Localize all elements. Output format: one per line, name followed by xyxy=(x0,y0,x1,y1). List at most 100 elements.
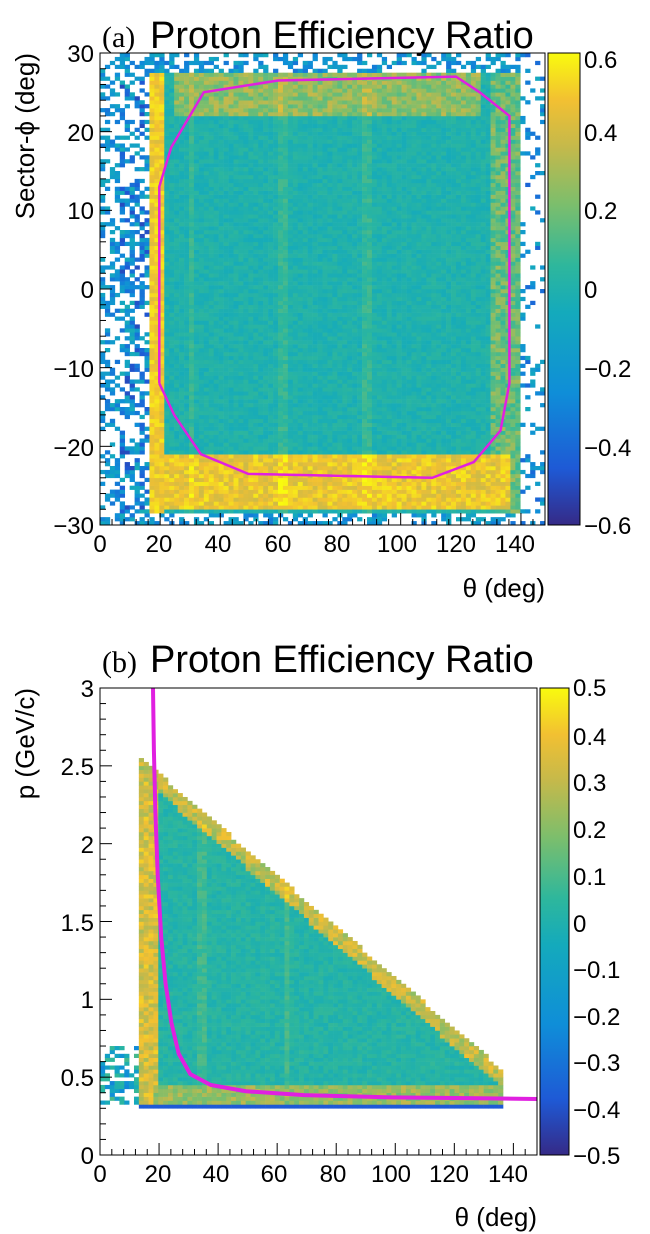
heat-cell xyxy=(189,174,195,180)
heat-cell xyxy=(243,340,249,345)
heat-cell xyxy=(312,300,318,306)
heat-cell xyxy=(218,316,224,321)
heat-cell xyxy=(189,509,195,514)
heat-cell xyxy=(253,80,259,85)
heat-cell xyxy=(154,84,160,89)
heat-cell xyxy=(263,410,269,416)
heat-cell xyxy=(243,273,249,278)
heat-cell xyxy=(100,454,106,459)
heat-cell xyxy=(193,202,200,207)
heat-cell xyxy=(233,190,239,195)
heat-cell xyxy=(203,127,210,132)
heat-cell xyxy=(258,359,264,365)
heat-cell xyxy=(174,509,180,514)
heat-cell xyxy=(292,348,299,353)
heat-cell xyxy=(164,517,170,522)
heat-cell xyxy=(228,119,234,125)
heat-cell xyxy=(307,194,313,199)
heat-cell xyxy=(179,233,185,239)
heat-cell xyxy=(248,501,254,506)
heat-cell xyxy=(268,214,274,219)
heat-cell xyxy=(198,359,205,365)
heat-cell xyxy=(228,190,234,195)
heat-cell xyxy=(322,72,328,77)
heat-cell xyxy=(174,407,180,412)
heat-cell xyxy=(238,316,244,321)
heat-cell xyxy=(253,159,259,164)
heat-cell xyxy=(129,316,135,321)
heat-cell xyxy=(312,84,318,89)
heat-cell xyxy=(312,56,318,62)
heat-cell xyxy=(124,363,130,368)
heat-cell xyxy=(203,363,210,368)
heat-cell xyxy=(208,202,215,207)
heat-cell xyxy=(119,269,126,274)
heat-cell xyxy=(189,351,195,357)
heat-cell xyxy=(119,60,126,66)
heat-cell xyxy=(233,100,239,105)
heat-cell xyxy=(243,438,249,443)
heat-cell xyxy=(213,72,219,77)
heat-cell xyxy=(243,517,249,522)
heat-cell xyxy=(263,466,269,471)
heat-cell xyxy=(193,399,200,404)
heat-cell xyxy=(179,139,185,144)
heat-cell xyxy=(213,257,219,262)
heat-cell xyxy=(223,450,229,455)
heat-cell xyxy=(317,257,323,262)
heat-cell xyxy=(159,497,165,502)
heat-cell xyxy=(228,340,234,345)
heat-cell xyxy=(307,410,313,416)
heat-cell xyxy=(164,403,170,408)
heat-cell xyxy=(302,517,308,522)
heat-cell xyxy=(189,261,195,266)
heat-cell xyxy=(169,348,175,353)
heat-cell xyxy=(238,139,244,144)
heat-cell xyxy=(189,198,195,203)
heat-cell xyxy=(169,351,175,357)
heat-cell xyxy=(228,104,234,109)
heat-cell xyxy=(139,108,145,113)
heat-cell xyxy=(189,387,195,392)
heat-cell xyxy=(179,324,185,329)
heat-cell xyxy=(297,434,304,439)
heat-cell xyxy=(297,257,304,262)
heat-cell xyxy=(179,395,185,400)
heat-cell xyxy=(119,316,126,321)
heat-cell xyxy=(149,60,155,66)
heat-cell xyxy=(109,407,116,412)
heat-cell xyxy=(268,434,274,439)
heat-cell xyxy=(278,391,284,396)
heat-cell xyxy=(258,222,264,227)
heat-cell xyxy=(100,281,106,286)
heat-cell xyxy=(218,226,224,231)
heat-cell xyxy=(213,489,219,494)
heat-cell xyxy=(159,261,165,266)
heat-cell xyxy=(169,245,175,250)
heat-cell xyxy=(282,375,289,380)
heat-cell xyxy=(159,190,165,195)
heat-cell xyxy=(203,387,210,392)
heat-cell xyxy=(154,304,160,309)
heat-cell xyxy=(327,100,333,105)
heat-cell xyxy=(297,285,304,290)
heat-cell xyxy=(307,367,313,372)
heat-cell xyxy=(253,222,259,227)
heat-cell xyxy=(164,344,170,349)
heat-cell xyxy=(193,391,200,396)
heat-cell xyxy=(198,383,205,388)
heat-cell xyxy=(327,198,333,203)
heat-cell xyxy=(297,104,304,109)
heat-cell xyxy=(263,186,269,191)
heat-cell xyxy=(198,332,205,337)
heat-cell xyxy=(184,450,190,455)
heat-cell xyxy=(258,194,264,199)
heat-cell xyxy=(317,139,323,144)
heat-cell xyxy=(268,363,274,368)
heat-cell xyxy=(332,477,338,483)
heat-cell xyxy=(233,273,239,278)
heat-cell xyxy=(228,131,234,136)
heat-cell xyxy=(273,174,279,180)
heat-cell xyxy=(203,249,210,254)
heat-cell xyxy=(149,230,155,235)
